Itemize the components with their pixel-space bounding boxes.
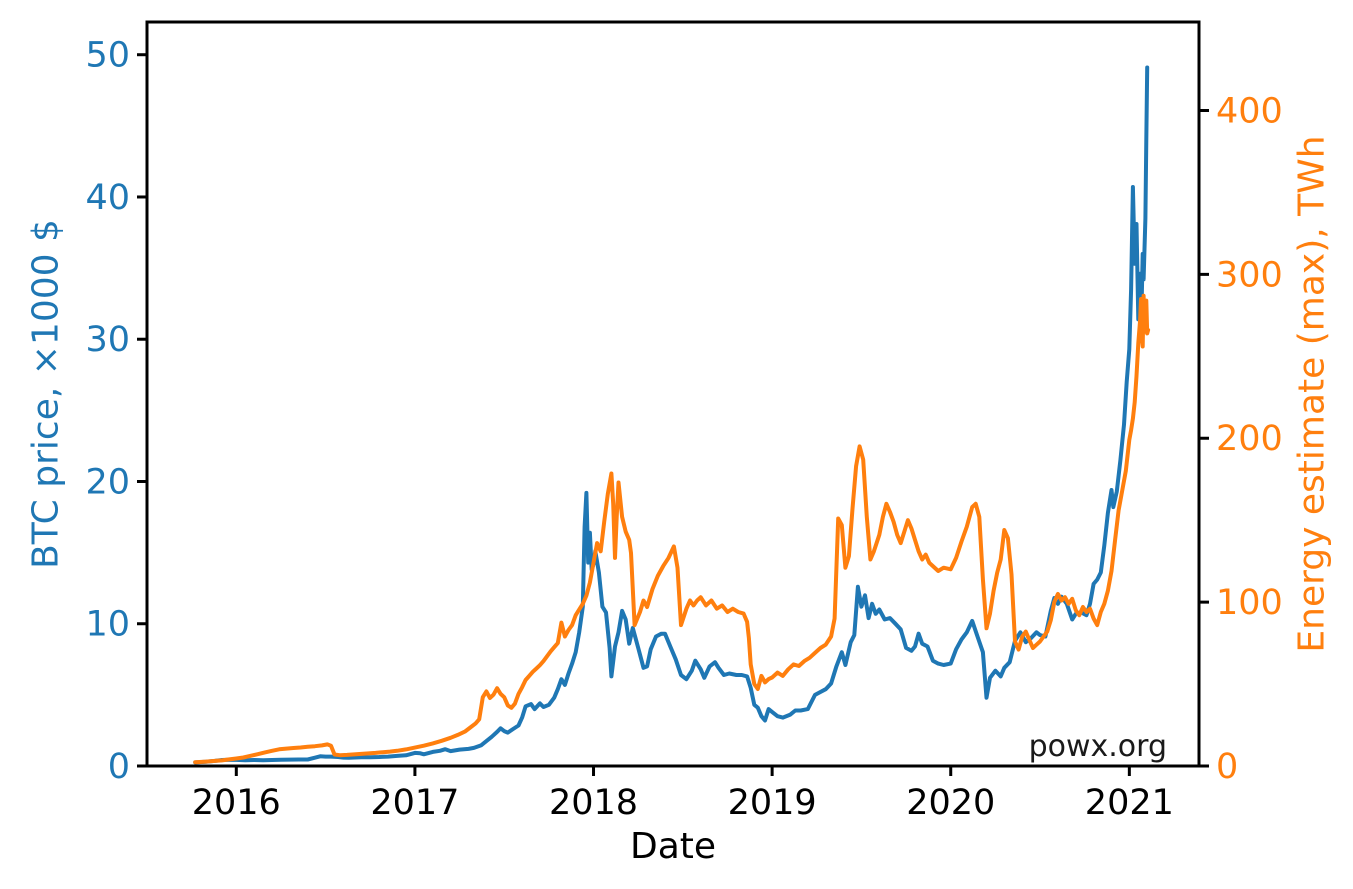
x-tick-label: 2017 [370,783,459,823]
axes-spines [145,20,1201,768]
right-y-tick-label: 200 [1216,419,1283,459]
right-y-tick-label: 300 [1216,255,1283,295]
x-axis-title: Date [629,826,717,867]
left-axis-title: BTC price, ×1000 $ [25,219,67,569]
left-y-tick-label: 10 [85,605,130,645]
x-tick-label: 2016 [192,783,281,823]
energy-estimate-line [193,293,1151,765]
right-axis-title: Energy estimate (max), TWh [1291,135,1333,653]
left-y-tick-label: 0 [108,747,130,787]
left-y-tick-label: 50 [85,36,130,76]
x-tick-label: 2021 [1085,783,1174,823]
btc-price-line [193,65,1150,765]
x-tick-label: 2018 [549,783,638,823]
left-y-tick-label: 30 [85,320,130,360]
right-y-tick-label: 100 [1216,583,1283,623]
right-y-tick-label: 0 [1216,747,1238,787]
x-tick-label: 2019 [728,783,817,823]
x-tick-label: 2020 [906,783,995,823]
left-y-tick-label: 20 [85,462,130,502]
watermark-powx: powx.org [1028,729,1167,764]
right-y-tick-label: 400 [1216,91,1283,131]
left-y-tick-label: 40 [85,178,130,218]
